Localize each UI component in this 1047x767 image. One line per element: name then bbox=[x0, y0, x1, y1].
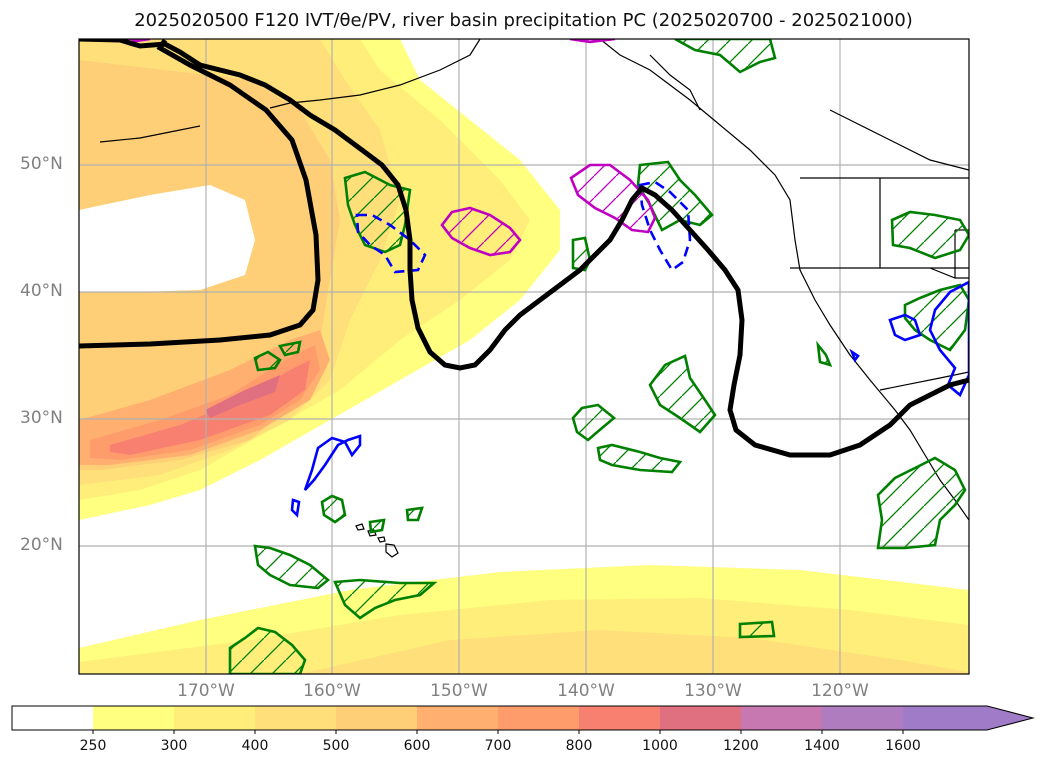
colorbar-label-600: 600 bbox=[403, 738, 431, 754]
pv-contours bbox=[99, 39, 657, 257]
lat-label-30n: 30°N bbox=[20, 408, 63, 428]
colorbar-segment-1 bbox=[12, 706, 93, 730]
colorbar-label-500: 500 bbox=[322, 738, 350, 754]
colorbar-segment-5 bbox=[336, 706, 417, 730]
colorbar-label-800: 800 bbox=[565, 738, 593, 754]
lon-label-150w: 150°W bbox=[430, 681, 488, 701]
lon-label-170w: 170°W bbox=[177, 681, 235, 701]
colorbar-label-400: 400 bbox=[241, 738, 269, 754]
colorbar-extend-arrow bbox=[903, 706, 1033, 730]
map-plot-area bbox=[79, 39, 969, 674]
colorbar-segment-4 bbox=[255, 706, 336, 730]
colorbar-segment-10 bbox=[741, 706, 822, 730]
lon-label-140w: 140°W bbox=[557, 681, 615, 701]
graticule bbox=[79, 39, 969, 674]
map-title: 2025020500 F120 IVT/θe/PV, river basin p… bbox=[134, 10, 913, 31]
lon-label-120w: 120°W bbox=[811, 681, 869, 701]
colorbar-segment-2 bbox=[93, 706, 174, 730]
colorbar-segment-11 bbox=[822, 706, 903, 730]
colorbar-label-300: 300 bbox=[160, 738, 188, 754]
lat-label-50n: 50°N bbox=[20, 154, 63, 174]
positive-pc-regions bbox=[228, 39, 969, 674]
colorbar-label-700: 700 bbox=[484, 738, 512, 754]
colorbar-label-1200: 1200 bbox=[723, 738, 759, 754]
colorbar-label-1400: 1400 bbox=[804, 738, 840, 754]
lon-label-160w: 160°W bbox=[303, 681, 361, 701]
coastlines bbox=[99, 39, 969, 521]
colorbar-segment-8 bbox=[579, 706, 660, 730]
colorbar-label-1000: 1000 bbox=[642, 738, 678, 754]
theta-e-contour bbox=[79, 39, 969, 458]
ivt-shading-south bbox=[79, 565, 969, 674]
colorbar-label-250: 250 bbox=[79, 738, 107, 754]
lon-label-130w: 130°W bbox=[684, 681, 742, 701]
colorbar-segment-3 bbox=[174, 706, 255, 730]
colorbar-segment-7 bbox=[498, 706, 579, 730]
colorbar-segment-6 bbox=[417, 706, 498, 730]
lat-label-40n: 40°N bbox=[20, 281, 63, 301]
colorbar bbox=[11, 705, 1035, 734]
colorbar-segment-9 bbox=[660, 706, 741, 730]
map-frame bbox=[78, 38, 970, 675]
lat-label-20n: 20°N bbox=[20, 535, 63, 555]
colorbar-label-1600: 1600 bbox=[885, 738, 921, 754]
